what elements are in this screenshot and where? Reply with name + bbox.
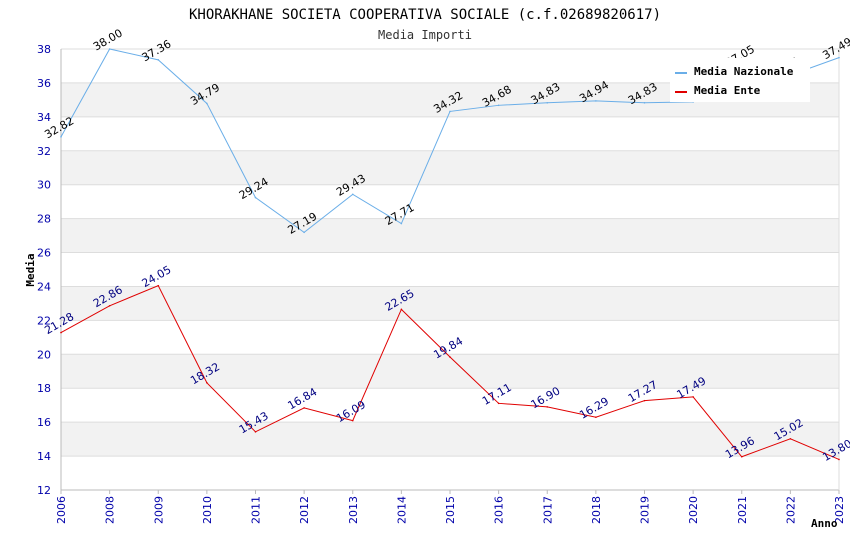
- grid-band: [61, 456, 839, 490]
- y-tick-label: 20: [37, 348, 51, 361]
- y-tick-label: 30: [37, 179, 51, 192]
- grid-band: [61, 354, 839, 389]
- x-tick-label: 2014: [395, 496, 408, 524]
- grid-band: [61, 286, 839, 321]
- data-point: [643, 101, 646, 104]
- x-tick-label: 2015: [444, 496, 457, 524]
- data-point: [838, 458, 840, 461]
- data-point: [206, 382, 208, 384]
- legend-label-ente: Media Ente: [694, 84, 761, 97]
- x-axis-label: Anno: [811, 517, 838, 530]
- data-point: [546, 406, 549, 408]
- legend: Media Nazionale Media Ente: [670, 58, 810, 102]
- data-point: [351, 419, 354, 422]
- data-point: [60, 136, 62, 138]
- data-point: [157, 59, 160, 61]
- y-ticks: 12 14 16 18 20 22 24 26 28 30 32 34 36 38: [37, 43, 51, 497]
- data-point: [60, 331, 62, 334]
- grid-band: [61, 422, 839, 457]
- data-point: [497, 402, 500, 405]
- x-ticks: 2006 2008 2009 2010 2011 2012 2013 2014 2015 2016…: [55, 490, 846, 524]
- grid-band: [61, 184, 839, 219]
- grid-band: [61, 116, 839, 151]
- data-point: [643, 399, 646, 402]
- legend-box: [670, 58, 810, 102]
- data-point: [157, 284, 160, 287]
- data-point: [595, 100, 597, 102]
- grid-band: [61, 252, 839, 287]
- data-point: [692, 396, 694, 398]
- data-point: [108, 304, 111, 307]
- data-point: [449, 110, 451, 113]
- chart-subtitle: Media Importi: [378, 28, 472, 42]
- x-tick-label: 2019: [639, 496, 652, 524]
- y-tick-label: 38: [37, 43, 51, 56]
- data-point: [789, 437, 792, 440]
- x-tick-label: 2020: [687, 496, 700, 524]
- data-point: [400, 222, 403, 225]
- grid-bands: [61, 49, 839, 490]
- y-tick-label: 16: [37, 416, 51, 429]
- x-tick-label: 2009: [152, 496, 165, 524]
- data-point: [108, 48, 111, 50]
- x-tick-label: 2006: [55, 496, 68, 524]
- x-tick-label: 2008: [104, 496, 117, 524]
- y-axis-label: Media: [24, 253, 37, 286]
- y-tick-label: 28: [37, 213, 51, 226]
- data-point: [497, 104, 500, 107]
- data-point: [254, 431, 257, 433]
- x-tick-label: 2022: [784, 496, 797, 524]
- y-tick-label: 26: [37, 247, 51, 260]
- data-point: [595, 416, 597, 419]
- data-point: [740, 455, 743, 458]
- x-tick-label: 2010: [201, 496, 214, 524]
- x-tick-label: 2012: [298, 496, 311, 524]
- grid-band: [61, 218, 839, 253]
- data-point: [303, 407, 305, 409]
- y-tick-label: 18: [37, 382, 51, 395]
- x-tick-label: 2011: [250, 496, 263, 524]
- data-point: [351, 193, 354, 196]
- y-tick-label: 14: [37, 450, 51, 463]
- chart-title: KHORAKHANE SOCIETA COOPERATIVA SOCIALE (…: [189, 7, 661, 23]
- x-tick-label: 2021: [736, 496, 749, 524]
- grid-band: [61, 320, 839, 355]
- x-tick-label: 2017: [541, 496, 554, 524]
- data-point: [546, 101, 549, 104]
- data-point: [449, 356, 451, 358]
- y-tick-label: 12: [37, 484, 51, 497]
- grid-band: [61, 388, 839, 423]
- x-tick-label: 2013: [347, 496, 360, 524]
- x-tick-label: 2023: [833, 496, 846, 524]
- legend-label-nazionale: Media Nazionale: [694, 65, 794, 78]
- data-point: [303, 231, 305, 234]
- grid-band: [61, 150, 839, 185]
- y-tick-label: 32: [37, 145, 51, 158]
- data-point: [206, 102, 208, 105]
- data-point: [400, 308, 403, 311]
- y-tick-label: 24: [37, 280, 51, 293]
- y-tick-label: 34: [37, 111, 51, 124]
- y-tick-label: 22: [37, 314, 51, 327]
- data-point: [838, 56, 840, 59]
- data-point: [254, 196, 257, 199]
- x-tick-label: 2016: [493, 496, 506, 524]
- y-tick-label: 36: [37, 77, 51, 90]
- x-tick-label: 2018: [590, 496, 603, 524]
